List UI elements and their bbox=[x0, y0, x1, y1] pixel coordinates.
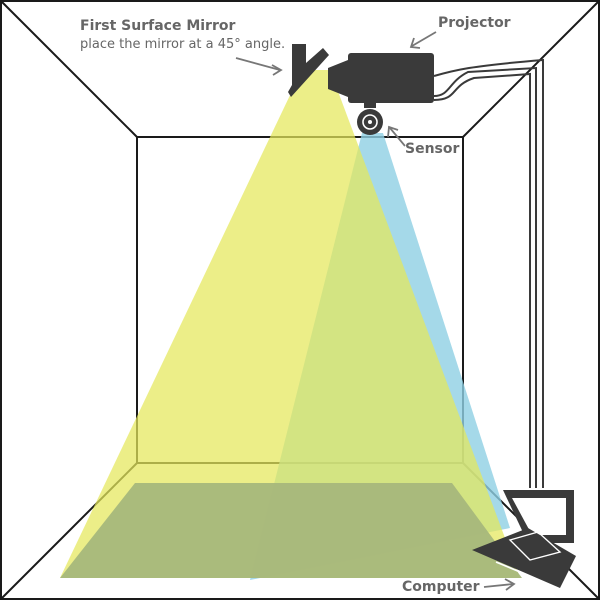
projection-floor bbox=[60, 483, 522, 578]
projector-icon bbox=[328, 53, 434, 108]
projector-label: Projector bbox=[438, 15, 511, 31]
projection-beam bbox=[60, 70, 520, 578]
sensor-icon bbox=[357, 109, 383, 135]
mirror-title-label: First Surface Mirror bbox=[80, 18, 236, 34]
mirror-icon bbox=[288, 44, 329, 97]
laptop-icon bbox=[472, 490, 576, 588]
room-edge-top-left bbox=[0, 0, 138, 138]
mirror-note-label: place the mirror at a 45° angle. bbox=[80, 37, 286, 52]
cables bbox=[433, 58, 544, 488]
arrow-icon bbox=[235, 31, 516, 591]
sensor-label: Sensor bbox=[405, 141, 460, 157]
computer-label: Computer bbox=[402, 579, 480, 595]
